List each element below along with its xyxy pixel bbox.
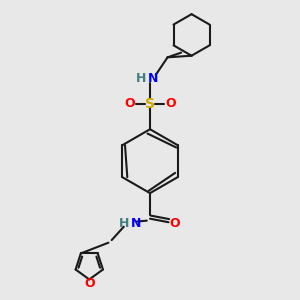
Text: S: S — [145, 97, 155, 111]
Text: H: H — [136, 72, 146, 85]
Text: N: N — [148, 72, 158, 85]
Text: O: O — [124, 97, 134, 110]
Text: O: O — [84, 277, 94, 290]
Text: N: N — [130, 217, 141, 230]
Text: H: H — [119, 217, 130, 230]
Text: O: O — [169, 217, 180, 230]
Text: O: O — [166, 97, 176, 110]
